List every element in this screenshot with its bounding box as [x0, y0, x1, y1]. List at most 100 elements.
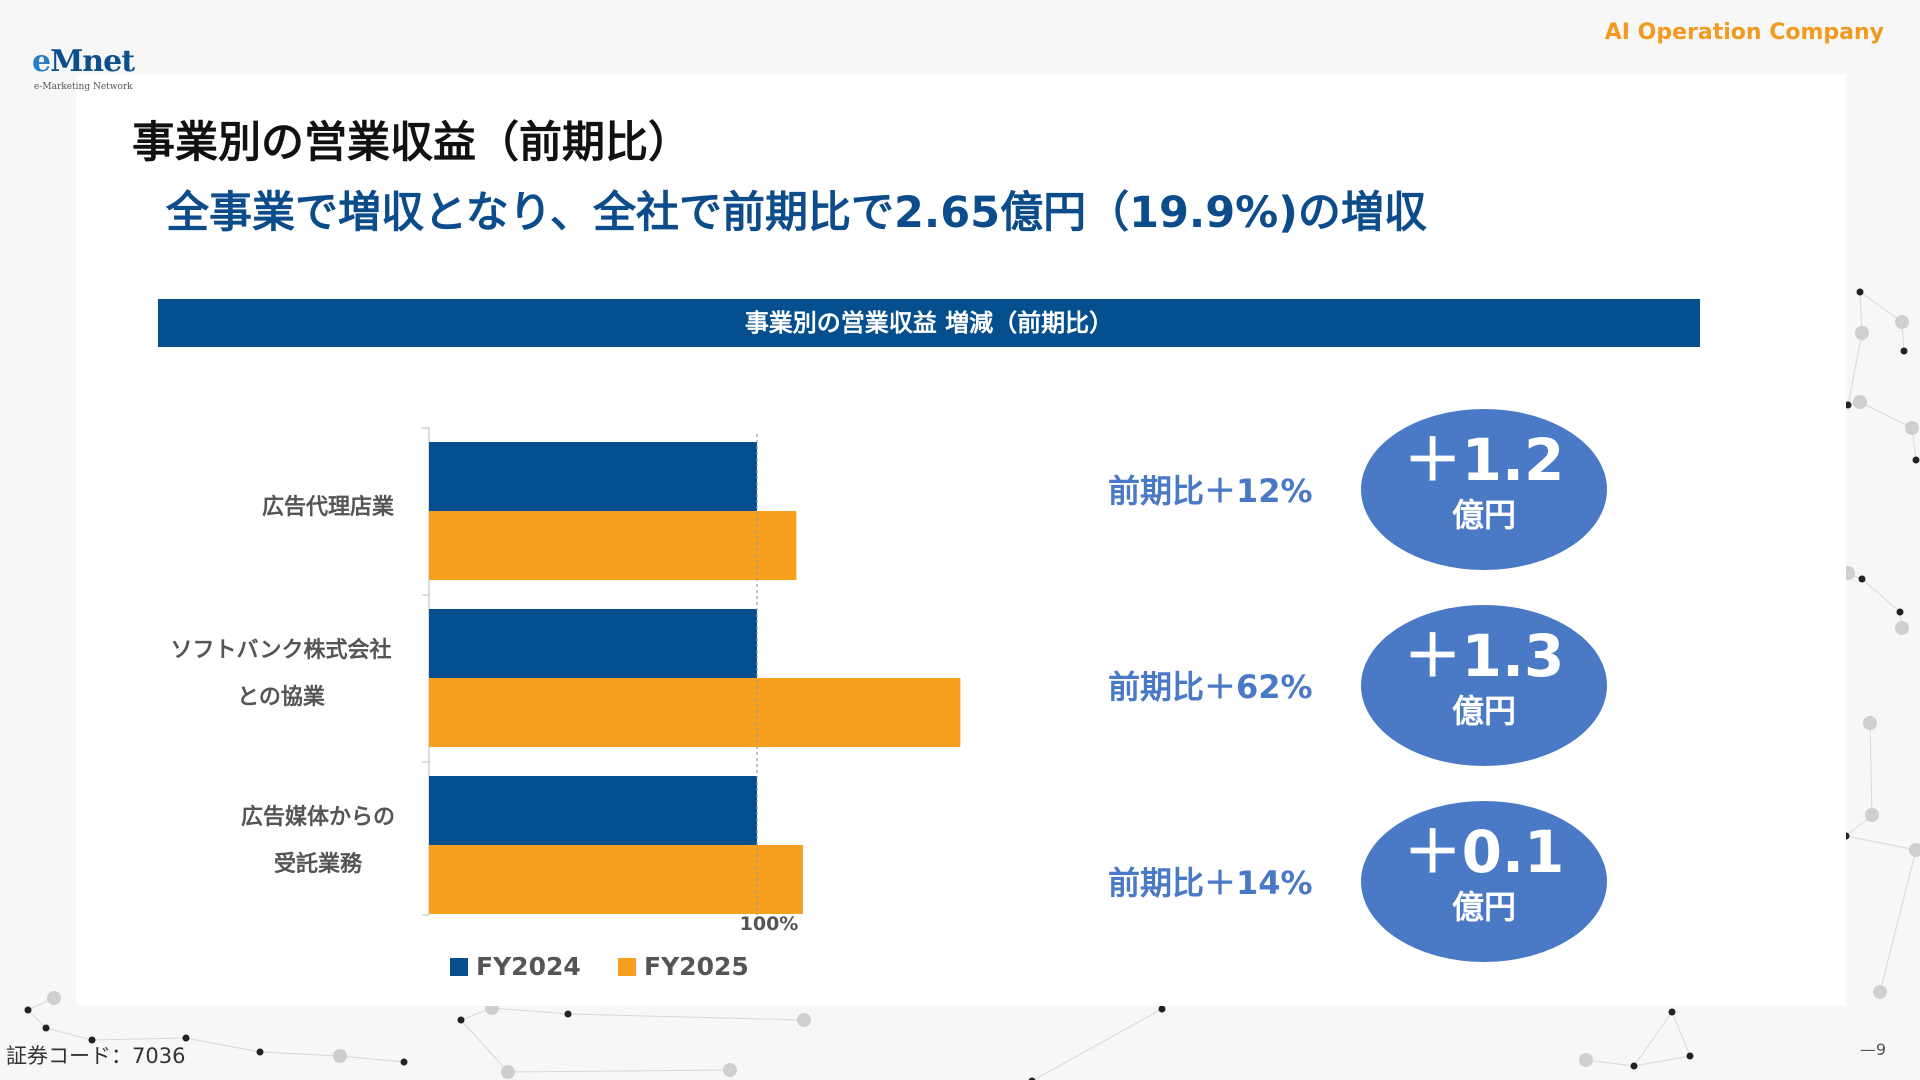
category-label-softbank: ソフトバンク株式会社 との協業 [131, 627, 431, 721]
network-node [1668, 1008, 1676, 1016]
network-edge [339, 1055, 405, 1063]
network-edge [91, 1037, 187, 1041]
network-edge [1859, 291, 1903, 323]
category-label-advertising-agency: 広告代理店業 [178, 484, 478, 531]
network-node [1630, 1062, 1638, 1070]
network-edge [1633, 1055, 1691, 1067]
securities-code: 証券コード：7036 [6, 1044, 186, 1068]
bar-fy2025-3 [429, 845, 803, 914]
network-node [1909, 843, 1920, 857]
legend-label-fy2025: FY2025 [644, 952, 749, 981]
network-edge [491, 1007, 569, 1015]
network-node [1855, 326, 1869, 340]
change-ellipse-media-contract: ＋0.1 億円 [1361, 801, 1607, 962]
network-node [723, 1063, 737, 1077]
bar-fy2024-1 [429, 442, 757, 511]
page-number: —9 [1859, 1040, 1886, 1059]
network-edge [1869, 722, 1873, 816]
network-edge [1633, 1011, 1673, 1067]
change-unit: 億円 [1451, 692, 1516, 730]
category-label-line: との協業 [237, 685, 325, 710]
network-node [88, 1036, 96, 1044]
bar-fy2024-2 [429, 609, 757, 678]
headline: 全事業で増収となり、全社で前期比で2.65億円（19.9%)の増収 [166, 188, 1427, 238]
legend-label-fy2024: FY2024 [476, 952, 581, 981]
change-text-advertising-agency: 前期比＋12% [1108, 472, 1313, 510]
category-label-line: 広告代理店業 [261, 495, 394, 520]
network-edge [1671, 1011, 1691, 1057]
company-tagline: AI Operation Company [1604, 20, 1884, 45]
change-ellipse-advertising-agency: ＋1.2 億円 [1361, 409, 1607, 570]
network-node [1896, 608, 1904, 616]
network-node [42, 1024, 50, 1032]
bar-fy2025-1 [429, 511, 797, 580]
network-node [1579, 1053, 1593, 1067]
network-edge [1859, 401, 1913, 429]
change-amount: ＋1.2 [1403, 426, 1565, 494]
legend-swatch-fy2024 [450, 957, 468, 976]
network-edge [1032, 1008, 1163, 1080]
network-edge [567, 1013, 805, 1021]
logo-tagline: e-Marketing Network [34, 82, 133, 92]
network-edge [45, 1027, 93, 1041]
network-edge [1845, 835, 1917, 851]
category-label-media-contract: 広告媒体からの 受託業務 [168, 794, 468, 888]
network-node [24, 1006, 32, 1014]
network-node [47, 991, 61, 1005]
network-node [1905, 421, 1919, 435]
network-node [1856, 288, 1864, 296]
change-unit: 億円 [1451, 496, 1516, 534]
network-edge [1861, 578, 1901, 613]
network-node [1686, 1052, 1694, 1060]
network-node [1853, 395, 1867, 409]
network-node [1858, 575, 1866, 583]
network-node [1158, 1005, 1166, 1013]
network-edge [27, 1009, 47, 1029]
network-node [1028, 1077, 1036, 1080]
network-edge [460, 1019, 509, 1073]
change-ellipse-softbank: ＋1.3 億円 [1361, 605, 1607, 766]
chart-header-bar: 事業別の営業収益 増減（前期比） [158, 299, 1700, 347]
network-node [457, 1016, 465, 1024]
network-node [256, 1048, 264, 1056]
bar-fy2025-2 [429, 678, 961, 747]
network-node [182, 1034, 190, 1042]
network-node [1895, 315, 1909, 329]
page-title: 事業別の営業収益（前期比） [132, 118, 691, 168]
network-node [1844, 401, 1852, 409]
logo-mnet-text: Mnet [50, 44, 135, 79]
network-node [564, 1010, 572, 1018]
category-label-line: 受託業務 [273, 852, 362, 877]
bar-fy2024-3 [429, 776, 757, 845]
network-node [797, 1013, 811, 1027]
legend-swatch-fy2025 [618, 957, 636, 976]
change-amount: ＋1.3 [1403, 622, 1565, 690]
network-edge [1879, 849, 1917, 993]
legend-fy2024: FY2024 [450, 952, 581, 981]
network-node [1863, 716, 1877, 730]
network-node [1865, 808, 1879, 822]
category-label-line: ソフトバンク株式会社 [170, 638, 392, 663]
emnet-logo: eMnet e-Marketing Network [32, 44, 135, 100]
network-node [1895, 621, 1909, 635]
change-text-softbank: 前期比＋62% [1108, 668, 1313, 706]
logo-wordmark: eMnet [32, 44, 135, 79]
network-node [1912, 456, 1920, 464]
category-label-line: 広告媒体からの [240, 805, 395, 830]
change-unit: 億円 [1451, 888, 1516, 926]
network-edge [259, 1051, 341, 1057]
network-edge [185, 1037, 261, 1053]
network-node [1900, 347, 1908, 355]
network-edge [1585, 1059, 1635, 1067]
network-node [501, 1065, 515, 1079]
change-text-media-contract: 前期比＋14% [1108, 864, 1313, 902]
logo-e-letter: e [32, 44, 51, 79]
network-node [1873, 985, 1887, 999]
reference-label-100: 100% [740, 913, 799, 935]
network-edge [1847, 332, 1863, 406]
legend-fy2025: FY2025 [618, 952, 749, 981]
network-node [333, 1049, 347, 1063]
network-node [400, 1058, 408, 1066]
network-edge [507, 1069, 731, 1073]
